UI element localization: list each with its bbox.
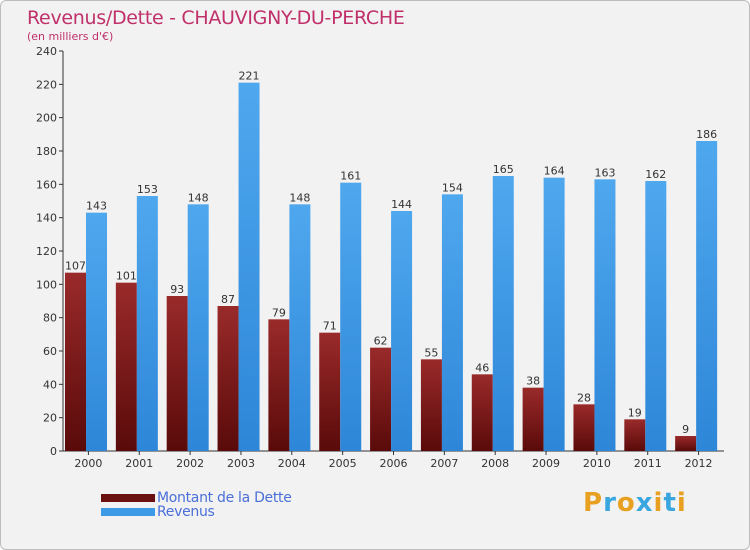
y-tick-label: 140: [36, 212, 57, 225]
logo-letter: t: [663, 488, 677, 518]
data-label-debt: 71: [323, 320, 337, 333]
chart-title: Revenus/Dette - CHAUVIGNY-DU-PERCHE: [27, 7, 405, 29]
bar-debt: [624, 419, 646, 451]
x-tick-label: 2003: [227, 457, 255, 470]
data-label-debt: 46: [475, 361, 489, 374]
x-tick-label: 2000: [74, 457, 102, 470]
y-tick-label: 220: [36, 78, 57, 91]
bar-revenus: [441, 194, 463, 452]
bar-debt: [65, 272, 86, 451]
bar-debt: [166, 296, 188, 451]
data-label-debt: 107: [65, 260, 86, 273]
bar-debt: [268, 319, 290, 451]
data-label-debt: 38: [526, 375, 540, 388]
legend-item-debt: Montant de la Dette: [101, 490, 292, 506]
bar-debt: [471, 374, 493, 451]
x-tick-label: 2009: [532, 457, 560, 470]
bar-debt: [573, 404, 595, 451]
data-label-debt: 93: [170, 283, 184, 296]
x-tick-label: 2004: [278, 457, 306, 470]
y-tick-label: 40: [43, 378, 57, 391]
x-tick-label: 2010: [583, 457, 611, 470]
y-tick-label: 160: [36, 178, 57, 191]
data-label-debt: 101: [116, 270, 137, 283]
data-label-revenus: 144: [391, 198, 412, 211]
data-label-revenus: 153: [137, 183, 158, 196]
y-tick-label: 100: [36, 278, 57, 291]
bar-revenus: [594, 179, 616, 452]
x-tick-label: 2011: [634, 457, 662, 470]
x-tick-label: 2007: [430, 457, 458, 470]
data-label-debt: 19: [628, 406, 642, 419]
y-tick-label: 180: [36, 145, 57, 158]
bar-debt: [370, 347, 392, 451]
y-tick-label: 120: [36, 245, 57, 258]
data-label-revenus: 165: [493, 163, 514, 176]
logo-letter: i: [653, 488, 664, 518]
data-label-revenus: 186: [696, 128, 717, 141]
bar-revenus: [492, 176, 514, 451]
data-label-revenus: 154: [442, 181, 463, 194]
bar-debt: [115, 282, 137, 451]
bar-revenus: [86, 212, 107, 451]
legend-item-revenus: Revenus: [101, 504, 215, 520]
logo-letter: r: [603, 488, 617, 518]
bar-revenus: [645, 181, 667, 451]
y-tick-label: 20: [43, 412, 57, 425]
x-tick-label: 2001: [125, 457, 153, 470]
bar-revenus: [391, 211, 413, 451]
data-label-debt: 62: [374, 335, 388, 348]
data-label-debt: 9: [682, 423, 689, 436]
bar-revenus: [289, 204, 311, 451]
y-tick-label: 240: [36, 45, 57, 58]
y-tick-label: 60: [43, 345, 57, 358]
bar-debt: [319, 332, 341, 451]
chart-subtitle: (en milliers d'€): [27, 30, 114, 43]
data-label-revenus: 161: [340, 170, 361, 183]
bar-debt: [420, 359, 442, 451]
data-label-revenus: 163: [594, 166, 615, 179]
bar-revenus: [543, 177, 565, 451]
legend-swatch-revenus: [101, 508, 155, 516]
y-tick-label: 80: [43, 312, 57, 325]
data-label-revenus: 148: [188, 191, 209, 204]
legend-swatch-debt: [101, 494, 155, 502]
bar-debt: [675, 436, 697, 451]
bar-revenus: [238, 82, 260, 452]
y-tick-label: 200: [36, 112, 57, 125]
x-tick-label: 2002: [176, 457, 204, 470]
bar-debt: [522, 387, 544, 451]
bar-revenus: [187, 204, 209, 451]
x-tick-label: 2006: [380, 457, 408, 470]
proxiti-logo: Proxiti: [583, 488, 687, 518]
x-tick-label: 2008: [481, 457, 509, 470]
logo-letter: o: [616, 488, 636, 518]
legend-label-revenus: Revenus: [157, 504, 215, 520]
data-label-debt: 28: [577, 391, 591, 404]
bar-revenus: [136, 196, 158, 451]
bar-revenus: [696, 141, 718, 451]
x-tick-label: 2005: [329, 457, 357, 470]
legend-label-debt: Montant de la Dette: [157, 490, 292, 506]
y-tick-label: 0: [50, 445, 57, 458]
logo-letter: x: [635, 488, 654, 518]
bar-revenus: [340, 182, 362, 451]
data-label-revenus: 162: [645, 168, 666, 181]
bar-debt: [217, 306, 239, 451]
data-label-debt: 87: [221, 293, 235, 306]
data-label-revenus: 148: [289, 191, 310, 204]
logo-letter: i: [676, 488, 687, 518]
data-label-revenus: 143: [86, 200, 107, 213]
data-label-debt: 55: [424, 346, 438, 359]
data-label-revenus: 164: [544, 165, 565, 178]
logo-letter: P: [583, 488, 604, 518]
data-label-debt: 79: [272, 306, 286, 319]
data-label-revenus: 221: [239, 70, 260, 83]
x-tick-label: 2012: [685, 457, 713, 470]
